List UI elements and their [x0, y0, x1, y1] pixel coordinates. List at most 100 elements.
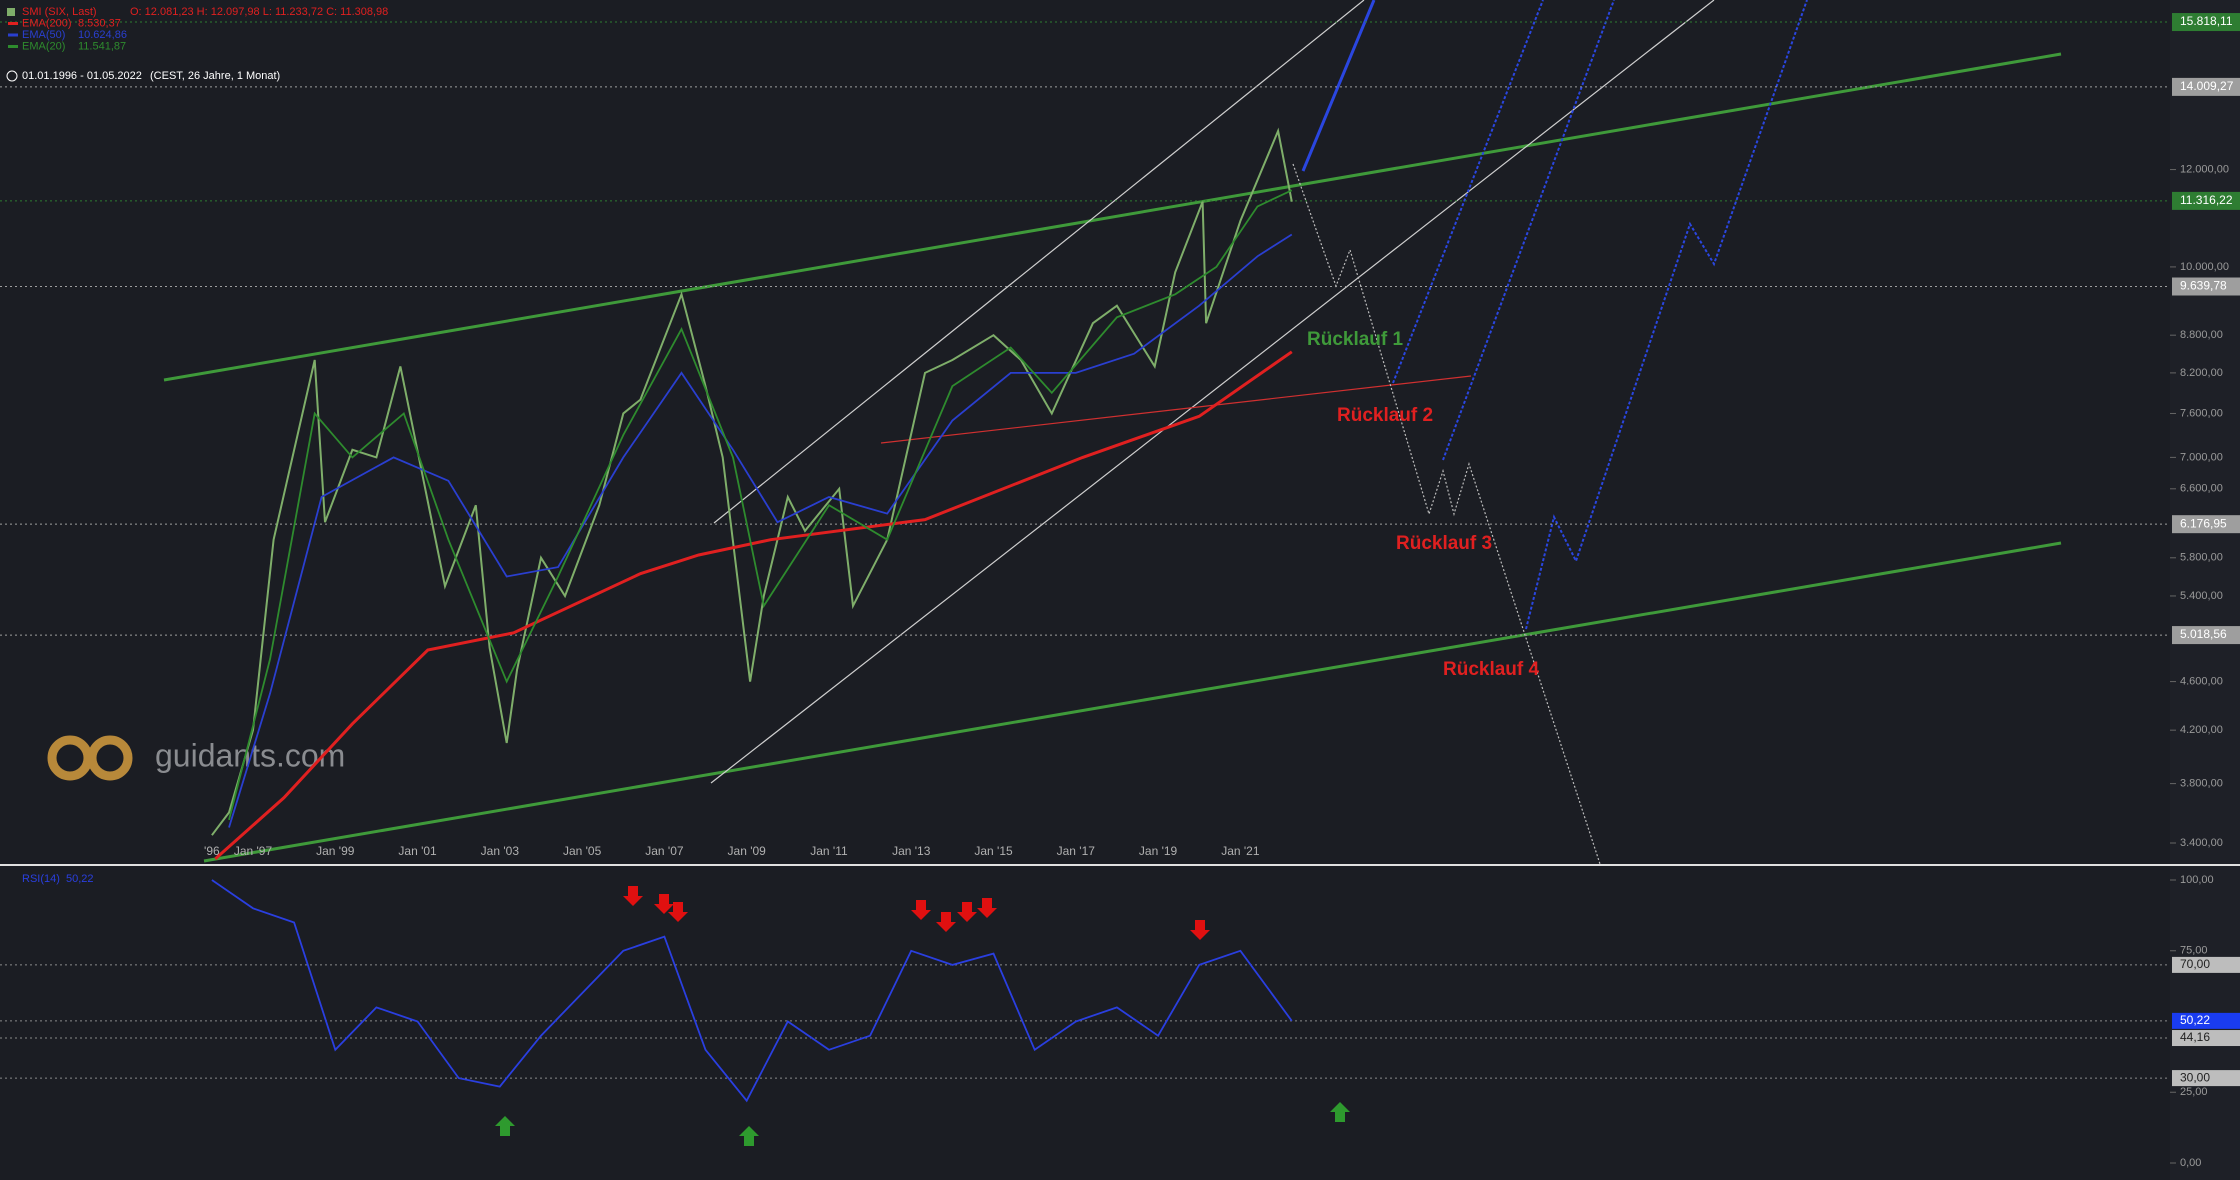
- level-label: 70,00: [2180, 957, 2210, 971]
- x-tick-label: Jan '03: [481, 844, 520, 858]
- y-tick-label: 8.800,00: [2180, 329, 2223, 341]
- level-marker: [2172, 956, 2240, 973]
- price-marker-label: 11.316,22: [2180, 193, 2233, 207]
- projection-line: [1442, 0, 1615, 461]
- y-tick-label: 100,00: [2180, 874, 2214, 886]
- y-tick-label: 3.400,00: [2180, 837, 2223, 849]
- y-tick-label: 4.200,00: [2180, 724, 2223, 736]
- x-tick-label: '96: [204, 844, 220, 858]
- price-marker-label: 9.639,78: [2180, 279, 2227, 293]
- y-tick-label: 4.600,00: [2180, 675, 2223, 687]
- level-marker: [2172, 1070, 2240, 1087]
- legend-value: 8.530,37: [78, 17, 121, 29]
- y-tick-label: 12.000,00: [2180, 163, 2229, 175]
- x-tick-label: Jan '05: [563, 844, 602, 858]
- legend-label: EMA(200): [22, 17, 72, 29]
- annotation: Rücklauf 1: [1307, 329, 1404, 350]
- series-line: [228, 189, 1293, 821]
- legend-value: 11.541,87: [78, 40, 126, 52]
- buy-arrow: [495, 1116, 515, 1136]
- y-tick-label: 3.800,00: [2180, 778, 2223, 790]
- legend-label: RSI(14): [22, 873, 60, 885]
- y-tick-label: 5.400,00: [2180, 590, 2223, 602]
- instrument: SMI (SIX, Last): [22, 6, 97, 18]
- x-tick-label: Jan '15: [974, 844, 1013, 858]
- y-tick-label: 7.000,00: [2180, 451, 2223, 463]
- series-line: [214, 350, 1293, 861]
- ohlc: O: 12.081,23 H: 12.097,98 L: 11.233,72 C…: [130, 6, 388, 18]
- legend-label: EMA(50): [22, 29, 65, 41]
- x-tick-label: Jan '01: [398, 844, 437, 858]
- price-marker: [2172, 77, 2240, 96]
- y-tick-label: 25,00: [2180, 1086, 2208, 1098]
- price-marker-label: 14.009,27: [2180, 79, 2234, 93]
- sell-arrow: [623, 886, 643, 906]
- series-line: [228, 233, 1293, 828]
- price-marker: [2172, 515, 2240, 534]
- x-tick-label: Jan '11: [810, 844, 848, 858]
- y-tick-label: 5.800,00: [2180, 552, 2223, 564]
- annotation: Rücklauf 3: [1396, 533, 1492, 554]
- x-tick-label: Jan '17: [1057, 844, 1096, 858]
- x-tick-label: Jan '07: [645, 844, 684, 858]
- level-label: 30,00: [2180, 1070, 2210, 1084]
- series-line: [211, 879, 1293, 1103]
- legend-value: 50,22: [66, 873, 94, 885]
- price-marker: [2172, 626, 2240, 645]
- level-marker: [2172, 1012, 2240, 1029]
- date-range-info: (CEST, 26 Jahre, 1 Monat): [150, 70, 280, 82]
- y-tick-label: 6.600,00: [2180, 483, 2223, 495]
- sell-arrow: [1190, 920, 1210, 940]
- projection-line: [1392, 0, 1544, 384]
- price-marker-label: 5.018,56: [2180, 627, 2227, 641]
- y-tick-label: 8.200,00: [2180, 367, 2223, 379]
- header: SMI (SIX, Last) O: 12.081,23 H: 12.097,9…: [6, 6, 388, 82]
- logo: guidants.com: [47, 735, 345, 781]
- trend-line: [203, 541, 2062, 863]
- logo-mark: [87, 735, 133, 781]
- y-tick-label: 75,00: [2180, 945, 2208, 957]
- level-marker: [2172, 1030, 2240, 1047]
- x-tick-label: Jan '99: [316, 844, 355, 858]
- buy-arrow: [739, 1126, 759, 1146]
- legend-swatch: [7, 8, 15, 16]
- sell-arrow: [668, 902, 688, 922]
- sell-arrow: [936, 912, 956, 932]
- sell-arrow: [654, 894, 674, 914]
- y-tick-label: 10.000,00: [2180, 261, 2229, 273]
- series-line: [211, 127, 1293, 836]
- annotation: Rücklauf 2: [1337, 405, 1433, 426]
- x-tick-label: Jan '13: [892, 844, 931, 858]
- projection-line: [1301, 0, 1376, 172]
- x-tick-label: Jan '09: [728, 844, 767, 858]
- x-tick-label: Jan '21: [1221, 844, 1260, 858]
- drawings: [163, 0, 2062, 865]
- buy-arrow: [1330, 1102, 1350, 1122]
- trend-line: [163, 52, 2062, 382]
- level-label: 44,16: [2180, 1030, 2210, 1044]
- price-marker-label: 15.818,11: [2180, 14, 2233, 28]
- sell-arrow: [977, 898, 997, 918]
- channel-line: [710, 0, 1715, 784]
- support-line: [880, 375, 1472, 444]
- scenario-path: [1292, 163, 1601, 865]
- sell-arrow: [957, 902, 977, 922]
- legend-value: 10.624,86: [78, 29, 127, 41]
- annotation: Rücklauf 4: [1443, 659, 1540, 680]
- clock-icon: [6, 70, 18, 82]
- price-marker: [2172, 13, 2240, 32]
- projection-path: [1525, 0, 1808, 630]
- legend-label: EMA(20): [22, 40, 65, 52]
- y-tick-label: 7.600,00: [2180, 407, 2223, 419]
- x-tick-label: Jan '19: [1139, 844, 1178, 858]
- y-tick-label: 0,00: [2180, 1157, 2201, 1169]
- rsi-arrows: [495, 886, 1350, 1146]
- price-marker-label: 6.176,95: [2180, 516, 2227, 530]
- date-range: 01.01.1996 - 01.05.2022: [22, 70, 142, 82]
- level-label: 50,22: [2180, 1013, 2210, 1027]
- sell-arrow: [911, 900, 931, 920]
- price-marker: [2172, 277, 2240, 296]
- price-marker: [2172, 191, 2240, 210]
